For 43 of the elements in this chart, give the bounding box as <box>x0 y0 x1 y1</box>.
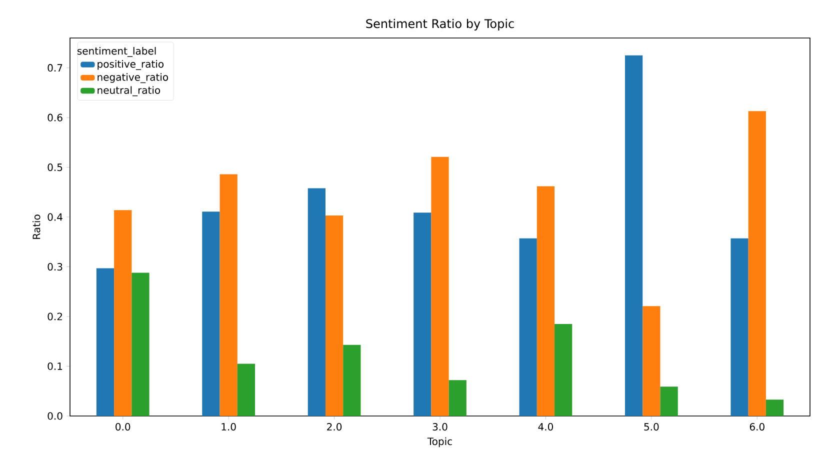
bar <box>431 156 449 416</box>
y-tick-label: 0.5 <box>48 164 62 172</box>
bar <box>202 212 220 416</box>
y-tick-label: 0.6 <box>48 114 62 122</box>
bar <box>343 344 361 416</box>
legend-label: neutral_ratio <box>98 86 160 96</box>
x-tick-label: 5.0 <box>644 423 659 431</box>
x-tick-label: 3.0 <box>432 423 448 431</box>
y-tick-label: 0.1 <box>48 362 62 370</box>
x-tick-label: 2.0 <box>327 423 342 431</box>
bar <box>132 272 150 416</box>
x-tick-label: 1.0 <box>222 423 236 431</box>
y-tick-label: 0.0 <box>48 412 62 420</box>
bar <box>536 186 555 416</box>
bar <box>748 111 766 416</box>
bar <box>766 400 784 416</box>
x-tick-label: 4.0 <box>538 423 554 431</box>
bar <box>414 212 432 416</box>
bar <box>114 210 132 416</box>
bar <box>96 268 114 416</box>
bar <box>308 188 326 416</box>
bar <box>220 174 238 416</box>
x-tick-label: 6.0 <box>750 423 764 431</box>
bar <box>730 238 748 416</box>
y-tick-label: 0.2 <box>48 312 62 320</box>
chart-title: Sentiment Ratio by Topic <box>366 18 514 30</box>
x-axis-title: Topic <box>427 437 452 448</box>
bar <box>237 364 256 416</box>
y-tick-label: 0.4 <box>48 213 62 221</box>
bar <box>325 216 344 416</box>
legend-title: sentiment_label <box>77 46 156 57</box>
bar <box>625 55 643 416</box>
y-axis-title: Ratio <box>32 214 40 239</box>
legend-label: positive_ratio <box>98 60 164 70</box>
bar <box>642 306 660 416</box>
legend-label: negative_ratio <box>98 73 168 84</box>
y-tick-label: 0.7 <box>48 64 62 72</box>
y-tick-label: 0.3 <box>48 262 62 271</box>
bar <box>519 238 537 416</box>
bar <box>660 386 678 416</box>
bar <box>554 324 572 416</box>
bar <box>448 380 466 416</box>
x-tick-label: 0.0 <box>116 423 130 431</box>
